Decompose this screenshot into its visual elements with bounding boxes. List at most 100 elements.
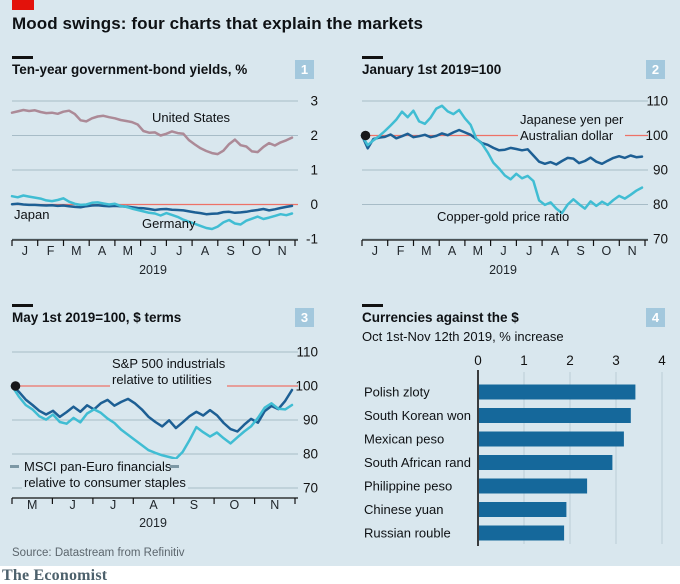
bar-category-label: Chinese yuan [364, 502, 444, 517]
label-japan: Japan [14, 207, 50, 222]
start-dot [10, 381, 21, 391]
month-label: A [448, 244, 457, 258]
month-label: M [27, 498, 37, 512]
bar [479, 384, 636, 400]
x-axis-label: 4 [658, 353, 666, 368]
chart3-number-badge: 3 [295, 308, 314, 327]
month-label: J [176, 244, 182, 258]
month-label: J [22, 244, 28, 258]
bar-category-label: South Korean won [364, 408, 471, 423]
label-leader-dash-left [10, 465, 19, 468]
month-label: J [500, 244, 506, 258]
economist-red-tab [12, 0, 34, 10]
chart1-number-badge: 1 [295, 60, 314, 79]
month-label: S [227, 244, 235, 258]
chart2-title: January 1st 2019=100 [362, 62, 502, 77]
month-label: F [47, 244, 55, 258]
month-label: J [110, 498, 116, 512]
currencies-bar-chart: 0 1 2 3 4 Polish zloty South Korean won Mexican… [364, 353, 666, 546]
y-axis-label: 0 [310, 197, 318, 212]
economist-logo: The Economist [2, 567, 108, 584]
start-dot [360, 130, 371, 141]
source-note: Source: Datastream from Refinitiv [12, 547, 185, 559]
chart2-number-badge: 2 [646, 60, 665, 79]
chart1-header-rule [12, 56, 33, 59]
y-axis-label: 90 [653, 163, 668, 178]
year-label: 2019 [139, 516, 167, 530]
x-axis-label: 1 [520, 353, 528, 368]
y-axis-label: 70 [653, 232, 668, 247]
series-line [360, 128, 644, 166]
month-label: N [628, 244, 637, 258]
bar [479, 478, 588, 494]
month-label: A [201, 244, 210, 258]
year-label: 2019 [489, 263, 517, 277]
month-label: S [577, 244, 585, 258]
month-label: S [190, 498, 198, 512]
label-united-states: United States [152, 110, 231, 125]
chart1-title: Ten-year government-bond yields, % [12, 62, 248, 77]
bar-category-label: South African rand [364, 455, 471, 470]
month-label: A [551, 244, 560, 258]
y-axis-label: 90 [303, 413, 318, 428]
chart4-number-badge: 4 [646, 308, 665, 327]
month-label: M [123, 244, 133, 258]
month-label: A [149, 498, 158, 512]
series-line [10, 108, 294, 156]
chart4-subtitle: Oct 1st-Nov 12th 2019, % increase [362, 329, 564, 344]
label-copper-gold-ratio: Copper-gold price ratio [437, 209, 570, 224]
chart4-title: Currencies against the $ [362, 310, 519, 325]
month-label: O [230, 498, 240, 512]
y-axis-label: 110 [296, 345, 318, 360]
x-axis-label: 3 [612, 353, 620, 368]
y-axis-label: 80 [653, 197, 668, 212]
month-label: J [526, 244, 532, 258]
month-label: N [270, 498, 279, 512]
bar [479, 431, 624, 447]
month-label: N [278, 244, 287, 258]
chart3-header-rule [12, 304, 33, 307]
y-axis-label: 2 [310, 128, 318, 143]
chart3-title: May 1st 2019=100, $ terms [12, 310, 182, 325]
month-label: A [98, 244, 107, 258]
month-label: J [150, 244, 156, 258]
bar-category-label: Mexican peso [364, 432, 444, 447]
y-axis-label: 70 [303, 481, 318, 496]
month-label: J [69, 498, 75, 512]
bar [479, 408, 631, 423]
bar-category-label: Polish zloty [364, 385, 430, 400]
month-label: J [372, 244, 378, 258]
x-axis-label: 2 [566, 353, 574, 368]
y-axis-label: 1 [310, 163, 318, 178]
chart4-header-rule [362, 304, 383, 307]
bar [479, 455, 613, 470]
y-axis-label: 100 [295, 379, 318, 394]
label-sp500-industrials: S&P 500 industrials relative to utilitie… [110, 356, 228, 388]
month-label: M [473, 244, 483, 258]
month-label: O [602, 244, 612, 258]
series-line [10, 202, 294, 216]
y-axis-label: 110 [646, 94, 668, 109]
bar [479, 502, 567, 517]
year-label: 2019 [139, 263, 167, 277]
bar-category-label: Philippine peso [364, 479, 452, 494]
y-axis-label: 3 [310, 94, 318, 109]
month-label: M [421, 244, 431, 258]
yen-copper-line-chart: 110 100 90 80 70 J F M A M J J A S O N 2019 [360, 94, 668, 277]
month-label: O [252, 244, 262, 258]
label-leader-dash-right [170, 465, 179, 468]
series-line [10, 384, 294, 433]
label-yen-per-aud: Japanese yen per Australian dollar [518, 112, 626, 144]
chart2-header-rule [362, 56, 383, 59]
series-line [10, 194, 294, 231]
y-axis-label: 80 [303, 447, 318, 462]
bar-category-label: Russian rouble [364, 526, 451, 541]
label-msci-financials: MSCI pan-Euro financials relative to con… [22, 459, 188, 491]
page-title: Mood swings: four charts that explain th… [12, 14, 424, 33]
y-axis-label: 100 [645, 128, 668, 143]
month-label: F [397, 244, 405, 258]
bond-yields-line-chart: 3 2 1 0 -1 J F M A M J J A S O N 2019 [10, 94, 318, 277]
label-germany: Germany [142, 216, 196, 231]
series-line [360, 104, 644, 215]
